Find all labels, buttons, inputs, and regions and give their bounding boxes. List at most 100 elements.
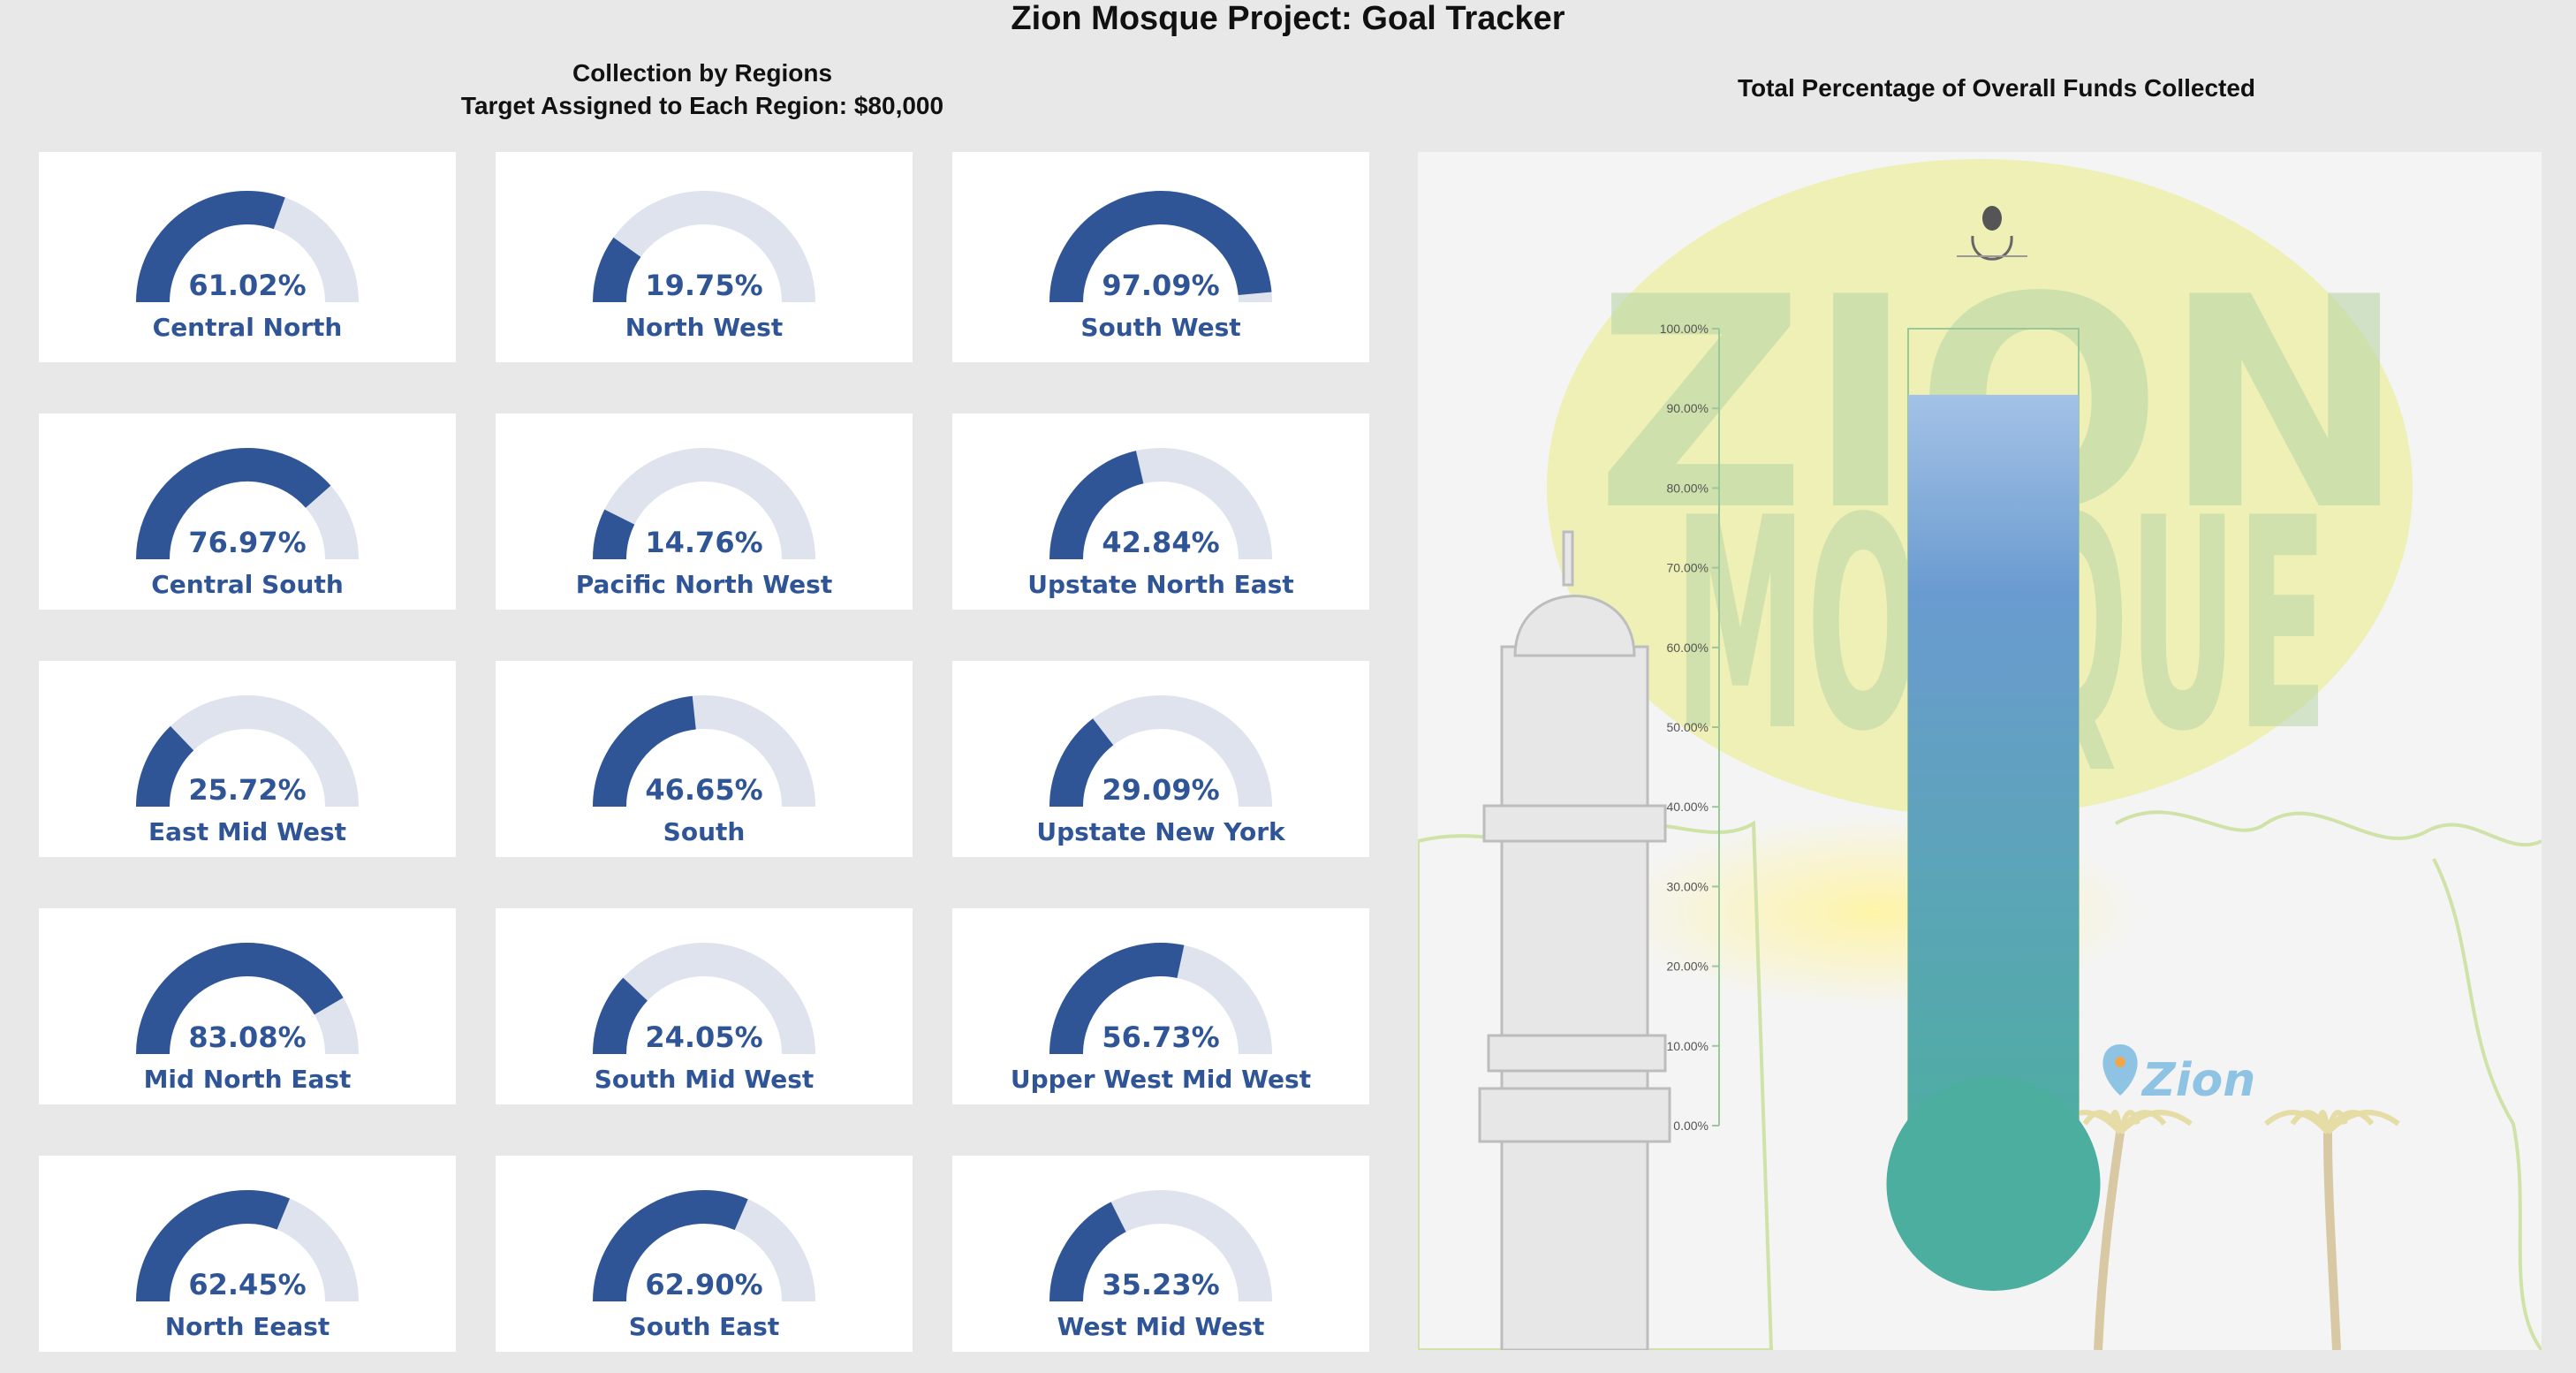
gauge-region-name: Upstate New York — [1036, 817, 1286, 846]
gauge-region-name: Upstate North East — [1027, 570, 1293, 599]
gauge-region-name: West Mid West — [1057, 1312, 1265, 1341]
thermometer-tick-label: 10.00% — [1667, 1039, 1708, 1053]
gauge-region-name: South Mid West — [595, 1065, 814, 1094]
gauge-card-central-north: 61.02% Central North — [39, 152, 456, 362]
gauge-region-name: North Eeast — [165, 1312, 330, 1341]
gauge-fill — [593, 509, 635, 560]
gauge-value-label: 62.90% — [645, 1268, 762, 1301]
gauge-region-name: East Mid West — [148, 817, 346, 846]
regions-subtitle-line1: Collection by Regions — [572, 59, 833, 87]
gauge-fill — [593, 695, 697, 808]
gauge-track — [593, 448, 815, 560]
gauge-fill — [136, 191, 285, 303]
gauge-value-label: 76.97% — [188, 526, 306, 559]
gauge-value-label: 97.09% — [1102, 269, 1219, 302]
gauge-card-south-west: 97.09% South West — [952, 152, 1369, 362]
gauge-card-west-mid-west: 35.23% West Mid West — [952, 1156, 1369, 1352]
gauge-value-label: 62.45% — [188, 1268, 306, 1301]
thermometer-fill-bar — [1908, 394, 2079, 1185]
gauge-value-label: 25.72% — [188, 773, 306, 807]
gauge-card-upstate-north-east: 42.84% Upstate North East — [952, 413, 1369, 610]
gauge-fill — [1049, 1202, 1127, 1302]
gauge-card-north-west: 19.75% North West — [496, 152, 913, 362]
thermometer-tick-label: 50.00% — [1667, 720, 1708, 734]
gauge-fill — [1049, 451, 1144, 560]
gauge-value-label: 14.76% — [645, 526, 762, 559]
gauge-card-mid-north-east: 83.08% Mid North East — [39, 908, 456, 1104]
thermometer-tick-label: 40.00% — [1667, 800, 1708, 814]
gauge-fill — [1049, 718, 1114, 808]
gauge-region-name: Upper West Mid West — [1011, 1065, 1311, 1094]
gauge: 29.09% Upstate New York — [1036, 695, 1286, 846]
gauge-card-south-east: 62.90% South East — [496, 1156, 913, 1352]
gauge: 14.76% Pacific North West — [576, 448, 832, 599]
gauge: 24.05% South Mid West — [593, 943, 815, 1094]
gauge-region-name: South West — [1080, 313, 1240, 342]
thermometer-tick-label: 20.00% — [1667, 960, 1708, 974]
gauge-fill — [1049, 943, 1185, 1055]
zion-logo-text: Zion — [2140, 1054, 2255, 1107]
gauge-card-north-eeast: 62.45% North Eeast — [39, 1156, 456, 1352]
gauge-value-label: 35.23% — [1102, 1268, 1219, 1301]
minaret-illustration — [1478, 530, 1671, 1350]
gauge-value-label: 83.08% — [188, 1020, 306, 1054]
gauge-value-label: 19.75% — [645, 269, 762, 302]
palm-trees-illustration — [2094, 1132, 2341, 1350]
gauge-fill — [593, 237, 641, 303]
gauge-value-label: 46.65% — [645, 773, 762, 807]
zion-location-logo: Zion — [2102, 1044, 2255, 1107]
gauge-fill — [136, 448, 331, 560]
gauge: 46.65% South — [593, 695, 815, 846]
gauge-fill — [593, 1190, 748, 1302]
gauge: 56.73% Upper West Mid West — [1011, 943, 1311, 1094]
gauge: 42.84% Upstate North East — [1027, 448, 1294, 599]
thermometer-bulb — [1886, 1077, 2101, 1291]
gauge: 25.72% East Mid West — [136, 695, 359, 846]
thermometer-tick-label: 80.00% — [1667, 481, 1708, 495]
gauge: 76.97% Central South — [136, 448, 359, 599]
gauge-region-name: Pacific North West — [576, 570, 832, 599]
gauge-card-south: 46.65% South — [496, 661, 913, 857]
total-subtitle: Total Percentage of Overall Funds Collec… — [1737, 74, 2256, 102]
thermometer-panel: ZIONMOSQUEZion0.00%10.00%20.00%30.00%40.… — [1418, 152, 2542, 1350]
gauge-region-name: North West — [625, 313, 783, 342]
gauge-value-label: 24.05% — [645, 1020, 762, 1054]
gauge-fill — [136, 725, 194, 808]
gauge-fill — [136, 1190, 291, 1302]
mosque-logo — [1957, 206, 2027, 261]
gauge: 35.23% West Mid West — [1049, 1190, 1272, 1341]
regions-subtitle-line2: Target Assigned to Each Region: $80,000 — [460, 92, 944, 119]
gauge-value-label: 42.84% — [1102, 526, 1219, 559]
gauge: 97.09% South West — [1049, 191, 1272, 342]
gauge-region-name: South — [663, 817, 746, 846]
gauge-fill — [136, 943, 344, 1055]
gauge-fill — [593, 977, 648, 1055]
gauge-card-south-mid-west: 24.05% South Mid West — [496, 908, 913, 1104]
gauge-card-upper-west-mid-west: 56.73% Upper West Mid West — [952, 908, 1369, 1104]
dashboard-title: Zion Mosque Project: Goal Tracker — [1011, 0, 1565, 37]
gauge-card-pacific-north-west: 14.76% Pacific North West — [496, 413, 913, 610]
gauge-region-name: Mid North East — [144, 1065, 352, 1094]
thermometer-tick-label: 60.00% — [1667, 641, 1708, 655]
thermometer-tick-label: 100.00% — [1660, 322, 1708, 336]
gauge-value-label: 56.73% — [1102, 1020, 1219, 1054]
gauge: 19.75% North West — [593, 191, 815, 342]
gauge-region-name: Central North — [153, 313, 343, 342]
regions-subtitle: Collection by Regions Target Assigned to… — [353, 57, 1051, 122]
gauge-region-name: South East — [629, 1312, 779, 1341]
gauge-value-label: 29.09% — [1102, 773, 1219, 807]
gauge-card-east-mid-west: 25.72% East Mid West — [39, 661, 456, 857]
thermometer-chart: ZIONMOSQUEZion0.00%10.00%20.00%30.00%40.… — [1418, 159, 2542, 1350]
gauge: 62.90% South East — [593, 1190, 815, 1341]
gauge-card-upstate-new-york: 29.09% Upstate New York — [952, 661, 1369, 857]
gauge: 83.08% Mid North East — [136, 943, 359, 1094]
gauge: 62.45% North Eeast — [136, 1190, 359, 1341]
thermometer-tick-label: 30.00% — [1667, 879, 1708, 893]
gauge-fill — [1049, 191, 1272, 303]
gauge: 61.02% Central North — [136, 191, 359, 342]
gauge-value-label: 61.02% — [188, 269, 306, 302]
gauge-region-name: Central South — [151, 570, 344, 599]
thermometer-tick-label: 0.00% — [1673, 1119, 1708, 1133]
thermometer-tick-label: 90.00% — [1667, 401, 1708, 415]
thermometer-tick-label: 70.00% — [1667, 561, 1708, 575]
